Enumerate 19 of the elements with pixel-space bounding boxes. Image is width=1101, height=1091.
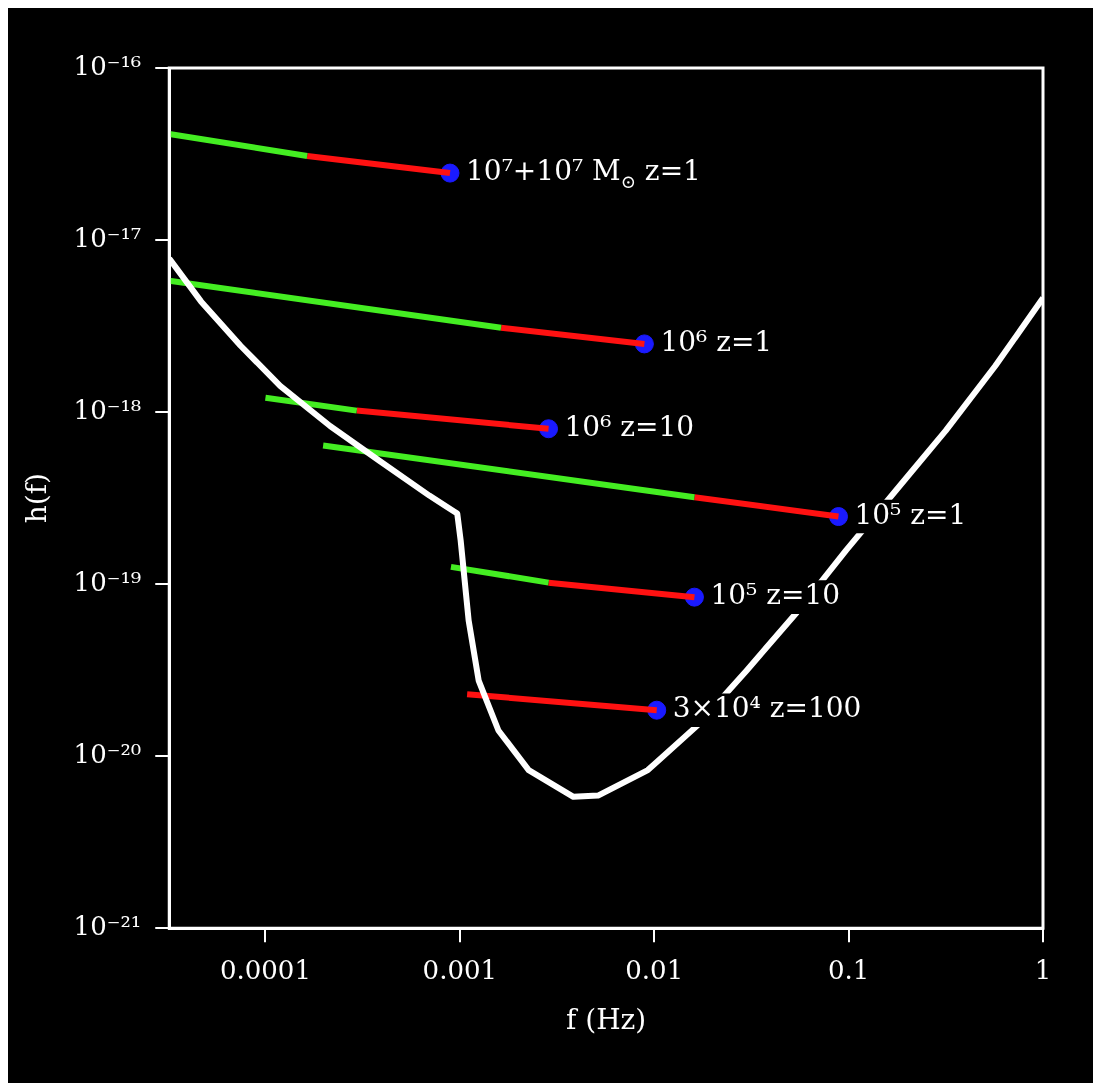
y-tick-label: 10⁻²⁰: [73, 738, 142, 769]
y-tick-label: 10⁻¹⁷: [73, 222, 142, 253]
y-axis-title: h(f): [20, 472, 54, 524]
y-tick-label: 10⁻²¹: [73, 910, 142, 941]
annotation: 3×10⁴ z=100: [672, 691, 862, 725]
x-tick-label: 0.01: [625, 954, 684, 985]
x-tick-label: 0.001: [422, 954, 498, 985]
x-tick-label: 0.0001: [219, 954, 311, 985]
annotation: 10⁵ z=10: [710, 578, 841, 612]
annotation: 10⁶ z=1: [660, 325, 773, 359]
annotation: 10⁷+10⁷ M⊙ z=1: [466, 154, 701, 192]
x-axis-title: f (Hz): [565, 1003, 647, 1037]
y-tick-label: 10⁻¹⁹: [73, 566, 142, 597]
y-tick-label: 10⁻¹⁸: [73, 394, 142, 425]
y-tick-label: 10⁻¹⁶: [73, 50, 142, 81]
x-tick-label: 0.1: [827, 954, 870, 985]
annotation: 10⁵ z=1: [854, 497, 967, 531]
annotation: 10⁶ z=10: [564, 410, 695, 444]
x-tick-label: 1: [1034, 954, 1052, 985]
